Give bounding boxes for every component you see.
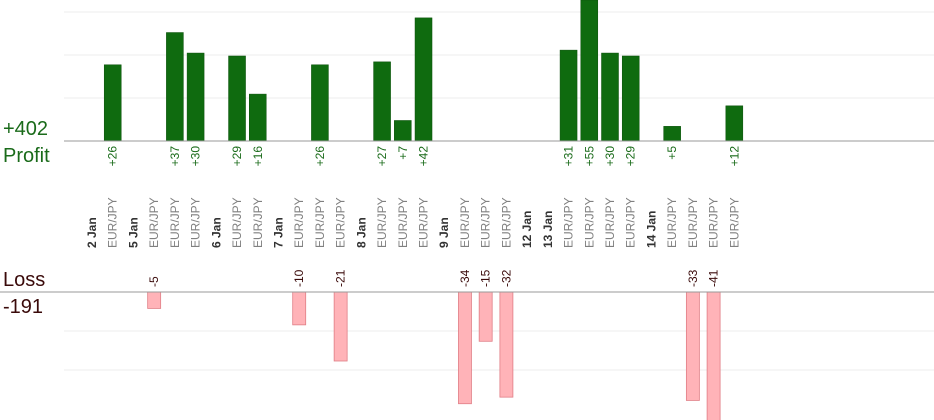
- loss-bar: [478, 291, 493, 342]
- loss-bar: [458, 291, 472, 405]
- loss-bar: [147, 291, 162, 309]
- day-label: 7 Jan: [271, 217, 285, 248]
- loss-bar: [685, 291, 700, 401]
- profit-value-label: +30: [603, 146, 617, 167]
- day-label: 2 Jan: [85, 217, 99, 248]
- loss-value-label: -41: [707, 269, 721, 287]
- profit-bar: [311, 64, 329, 142]
- pair-label: EUR/JPY: [624, 197, 638, 248]
- profit-value-label: +27: [375, 146, 389, 167]
- pair-label: EUR/JPY: [562, 197, 576, 248]
- profit-value-label: +26: [313, 146, 327, 167]
- profit-bar: [166, 32, 184, 142]
- profit-value-label: +29: [624, 146, 638, 167]
- profit-value-label: +26: [106, 146, 120, 167]
- pair-label: EUR/JPY: [479, 197, 493, 248]
- bars: [103, 0, 744, 420]
- profit-bar: [621, 55, 640, 142]
- day-label: 12 Jan: [520, 211, 534, 248]
- profit-value-label: +12: [727, 146, 741, 167]
- pair-label: EUR/JPY: [189, 197, 203, 248]
- pair-label: EUR/JPY: [334, 197, 348, 248]
- loss-bar: [292, 291, 307, 326]
- pair-label: EUR/JPY: [686, 197, 700, 248]
- pair-label: EUR/JPY: [417, 197, 431, 248]
- profit-bar: [103, 64, 122, 142]
- profit-bar: [663, 126, 681, 142]
- profit-bar: [725, 105, 744, 142]
- loss-value-label: -10: [292, 269, 306, 287]
- category-labels: 2 Jan EUR/JPY 5 Jan EUR/JPY EUR/JPY EUR/JPY 6 …: [85, 197, 741, 248]
- day-label: 9 Jan: [437, 217, 451, 248]
- pair-label: EUR/JPY: [707, 197, 721, 248]
- pair-label: EUR/JPY: [147, 197, 161, 248]
- day-label: 14 Jan: [644, 211, 658, 248]
- grid-lines: [64, 11, 934, 371]
- profit-total: +402: [3, 118, 49, 140]
- loss-value-label: -15: [479, 269, 493, 287]
- profit-bar: [373, 61, 391, 142]
- pair-label: EUR/JPY: [458, 197, 472, 248]
- profit-value-label: +5: [665, 146, 679, 160]
- loss-value-label: -21: [334, 269, 348, 287]
- profit-bar: [249, 93, 267, 142]
- day-label: 5 Jan: [126, 217, 140, 248]
- pair-label: EUR/JPY: [396, 197, 410, 248]
- profit-bar: [601, 52, 619, 142]
- loss-value-label: -34: [458, 269, 472, 287]
- pair-label: EUR/JPY: [375, 197, 389, 248]
- day-label: 13 Jan: [541, 211, 555, 248]
- profit-value-label: +37: [168, 146, 182, 167]
- bar-labels: +26 -5 +37 +30 +29 +16 -10 +26 -21 +27 +7 +42 -34 -15…: [106, 146, 742, 287]
- pair-label: EUR/JPY: [582, 197, 596, 248]
- loss-value-label: -32: [499, 269, 513, 287]
- pair-label: EUR/JPY: [727, 197, 741, 248]
- profit-bar: [394, 120, 412, 142]
- profit-value-label: +42: [417, 146, 431, 167]
- loss-bar: [706, 291, 721, 420]
- profit-value-label: +16: [251, 146, 265, 167]
- loss-bar: [333, 291, 348, 362]
- profit-value-label: +30: [189, 146, 203, 167]
- profit-bar: [186, 52, 205, 142]
- day-label: 8 Jan: [354, 217, 368, 248]
- profit-bar: [414, 17, 433, 142]
- pair-label: EUR/JPY: [230, 197, 244, 248]
- loss-value-label: -33: [686, 269, 700, 287]
- pair-label: EUR/JPY: [251, 197, 265, 248]
- profit-label: Profit: [3, 145, 50, 167]
- profit-bar: [228, 55, 246, 142]
- profit-value-label: +55: [582, 146, 596, 167]
- pair-label: EUR/JPY: [665, 197, 679, 248]
- pair-label: EUR/JPY: [106, 197, 120, 248]
- profit-value-label: +29: [230, 146, 244, 167]
- pair-label: EUR/JPY: [168, 197, 182, 248]
- profit-value-label: +31: [562, 146, 576, 167]
- loss-bar: [499, 291, 514, 398]
- pair-label: EUR/JPY: [499, 197, 513, 248]
- pair-label: EUR/JPY: [313, 197, 327, 248]
- profit-bar: [580, 0, 599, 142]
- day-label: 6 Jan: [209, 217, 223, 248]
- pair-label: EUR/JPY: [292, 197, 306, 248]
- pair-label: EUR/JPY: [603, 197, 617, 248]
- loss-value-label: -5: [147, 276, 161, 287]
- profit-bar: [559, 49, 578, 142]
- loss-label: Loss: [3, 269, 46, 291]
- loss-total: -191: [3, 296, 44, 318]
- profit-value-label: +7: [396, 146, 410, 160]
